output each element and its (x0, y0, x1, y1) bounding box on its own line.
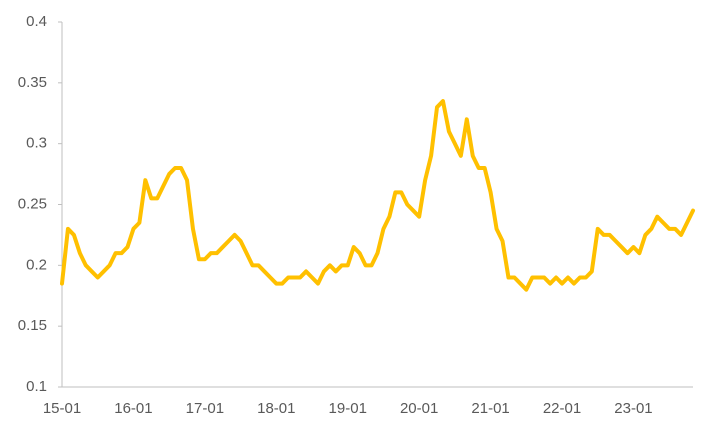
x-tick-label: 17-01 (186, 400, 224, 417)
x-tick-label: 15-01 (43, 400, 81, 417)
x-tick-label: 23-01 (614, 400, 652, 417)
y-tick-label: 0.25 (18, 195, 47, 212)
x-tick-label: 18-01 (257, 400, 295, 417)
y-tick-label: 0.15 (18, 317, 47, 334)
x-tick-label: 22-01 (543, 400, 581, 417)
x-tick-label: 19-01 (329, 400, 367, 417)
y-tick-label: 0.2 (26, 256, 47, 273)
y-tick-label: 0.35 (18, 74, 47, 91)
x-tick-label: 16-01 (114, 400, 152, 417)
y-tick-label: 0.4 (26, 13, 47, 30)
x-tick-label: 21-01 (471, 400, 509, 417)
y-tick-label: 0.3 (26, 135, 47, 152)
y-tick-label: 0.1 (26, 378, 47, 395)
data-line (60, 99, 695, 292)
x-tick-label: 20-01 (400, 400, 438, 417)
